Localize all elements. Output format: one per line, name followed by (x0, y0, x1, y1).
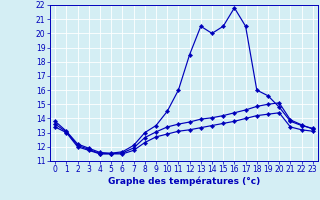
X-axis label: Graphe des températures (°c): Graphe des températures (°c) (108, 177, 260, 186)
